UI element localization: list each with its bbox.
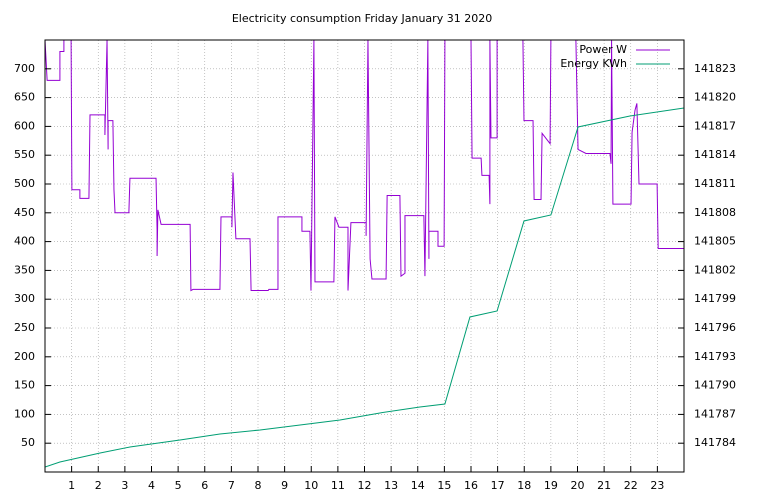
x-tick-label: 15 <box>437 479 451 492</box>
x-tick-label: 13 <box>384 479 398 492</box>
y-tick-label: 350 <box>14 263 35 276</box>
series-line <box>45 40 684 292</box>
axes: 1 2 3 4 5 6 7 8 9 10 11 12 13 14 15 16 17 18 19 20 21 22 23501… <box>14 62 736 492</box>
y2-tick-label: 141793 <box>694 350 736 363</box>
y2-tick-label: 141790 <box>694 379 736 392</box>
series-line <box>45 107 684 468</box>
y2-tick-label: 141787 <box>694 407 736 420</box>
y2-tick-label: 141820 <box>694 91 736 104</box>
y-tick-label: 500 <box>14 177 35 190</box>
y2-tick-label: 141814 <box>694 148 736 161</box>
y-tick-label: 400 <box>14 235 35 248</box>
chart-title: Electricity consumption Friday January 3… <box>232 12 492 25</box>
y2-tick-label: 141811 <box>694 177 736 190</box>
x-tick-label: 14 <box>411 479 425 492</box>
y2-tick-label: 141823 <box>694 62 736 75</box>
y2-tick-label: 141796 <box>694 321 736 334</box>
x-tick-label: 22 <box>624 479 638 492</box>
y-tick-label: 600 <box>14 119 35 132</box>
y2-tick-label: 141784 <box>694 436 736 449</box>
y2-tick-label: 141808 <box>694 206 736 219</box>
x-tick-label: 10 <box>304 479 318 492</box>
x-tick-label: 11 <box>331 479 345 492</box>
x-tick-label: 7 <box>228 479 235 492</box>
x-tick-label: 20 <box>571 479 585 492</box>
legend-label: Energy KWh <box>560 57 627 70</box>
y-tick-label: 50 <box>21 436 35 449</box>
x-tick-label: 16 <box>464 479 478 492</box>
y2-tick-label: 141805 <box>694 235 736 248</box>
y-tick-label: 250 <box>14 321 35 334</box>
plot <box>45 40 684 468</box>
y-tick-label: 450 <box>14 206 35 219</box>
y-tick-label: 100 <box>14 407 35 420</box>
y-tick-label: 550 <box>14 148 35 161</box>
x-tick-label: 3 <box>121 479 128 492</box>
x-tick-label: 21 <box>597 479 611 492</box>
x-tick-label: 5 <box>175 479 182 492</box>
y-tick-label: 150 <box>14 379 35 392</box>
x-tick-label: 6 <box>201 479 208 492</box>
x-tick-label: 18 <box>517 479 531 492</box>
y2-tick-label: 141799 <box>694 292 736 305</box>
y2-tick-label: 141817 <box>694 119 736 132</box>
x-tick-label: 8 <box>255 479 262 492</box>
x-tick-label: 23 <box>650 479 664 492</box>
x-tick-label: 19 <box>544 479 558 492</box>
x-tick-label: 2 <box>95 479 102 492</box>
y-tick-label: 700 <box>14 62 35 75</box>
y-tick-label: 200 <box>14 350 35 363</box>
x-tick-label: 4 <box>148 479 155 492</box>
x-tick-label: 12 <box>358 479 372 492</box>
x-tick-label: 9 <box>281 479 288 492</box>
x-tick-label: 1 <box>68 479 75 492</box>
legend-label: Power W <box>579 43 627 56</box>
x-tick-label: 17 <box>491 479 505 492</box>
y-tick-label: 300 <box>14 292 35 305</box>
grid <box>45 40 684 472</box>
y2-tick-label: 141802 <box>694 263 736 276</box>
y-tick-label: 650 <box>14 91 35 104</box>
